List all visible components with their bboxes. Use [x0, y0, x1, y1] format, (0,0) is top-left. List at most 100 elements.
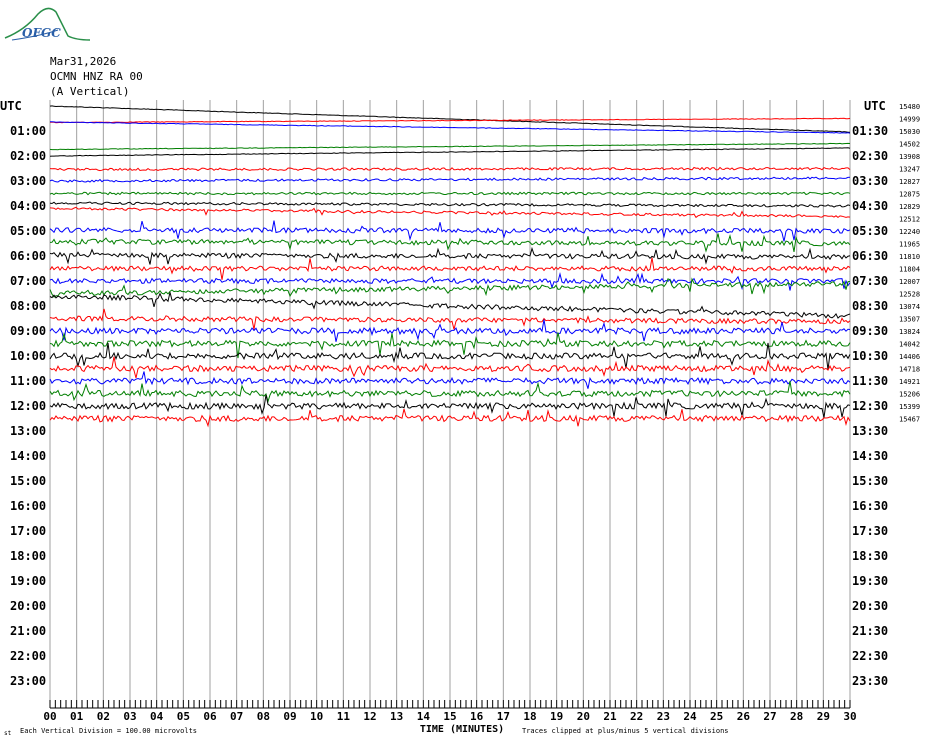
- left-hour-label: 01:00: [10, 124, 46, 138]
- x-tick-label: 01: [70, 710, 84, 723]
- trace-mean-value: 13074: [899, 303, 920, 311]
- right-axis-title: UTC: [864, 99, 886, 113]
- left-hour-label: 06:00: [10, 249, 46, 263]
- left-hour-label: 19:00: [10, 574, 46, 588]
- left-hour-label: 02:00: [10, 149, 46, 163]
- x-tick-label: 26: [737, 710, 751, 723]
- trace-mean-value: 14921: [899, 378, 920, 386]
- seismic-trace: [49, 117, 851, 124]
- trace-mean-value: 12240: [899, 228, 920, 236]
- left-hour-label: 20:00: [10, 599, 46, 613]
- trace-mean-value: 12829: [899, 203, 920, 211]
- left-hour-label: 08:00: [10, 299, 46, 313]
- x-tick-label: 13: [390, 710, 403, 723]
- trace-mean-value: 15467: [899, 416, 920, 424]
- x-tick-label: 07: [230, 710, 243, 723]
- right-hour-label: 02:30: [852, 149, 888, 163]
- seismic-trace: [49, 356, 851, 379]
- x-tick-label: 14: [417, 710, 431, 723]
- x-tick-label: 17: [497, 710, 510, 723]
- right-hour-label: 07:30: [852, 274, 888, 288]
- trace-mean-value: 11810: [899, 253, 920, 261]
- x-tick-label: 18: [523, 710, 536, 723]
- trace-mean-value: 15030: [899, 128, 920, 136]
- left-hour-label: 18:00: [10, 549, 46, 563]
- x-tick-label: 20: [577, 710, 590, 723]
- seismic-trace: [49, 292, 851, 319]
- right-hour-label: 10:30: [852, 349, 888, 363]
- seismic-trace: [49, 176, 851, 183]
- seismic-trace: [49, 319, 851, 342]
- trace-mean-value: 14042: [899, 341, 920, 349]
- trace-mean-value: 12007: [899, 278, 920, 286]
- left-hour-label: 15:00: [10, 474, 46, 488]
- left-hour-label: 17:00: [10, 524, 46, 538]
- right-hour-label: 06:30: [852, 249, 888, 263]
- trace-mean-value: 15399: [899, 403, 920, 411]
- seismic-trace: [49, 233, 851, 253]
- left-hour-label: UTC: [0, 99, 22, 113]
- right-hour-label: 08:30: [852, 299, 888, 313]
- axis-labels: 00 01 02 03 04 05 06 07 08 09 10 11 12 13 14 15 16 17 18 19…: [0, 99, 920, 737]
- x-axis-title: TIME (MINUTES): [420, 724, 504, 735]
- left-hour-label: 11:00: [10, 374, 46, 388]
- seismic-trace: [49, 408, 851, 428]
- x-tick-label: 15: [443, 710, 456, 723]
- time-grid: [49, 100, 851, 709]
- x-tick-label: 03: [123, 710, 136, 723]
- right-hour-label: 23:30: [852, 674, 888, 688]
- seismic-trace: [49, 277, 851, 298]
- x-tick-label: 29: [817, 710, 830, 723]
- left-hour-label: 22:00: [10, 649, 46, 663]
- x-tick-label: 25: [710, 710, 723, 723]
- seismic-trace: [49, 142, 851, 151]
- left-hour-label: 21:00: [10, 624, 46, 638]
- seismic-trace: [49, 206, 851, 219]
- component-label: (A Vertical): [50, 85, 130, 98]
- footer-clip-note: Traces clipped at plus/minus 5 vertical …: [522, 727, 729, 735]
- seismic-trace: [50, 121, 851, 134]
- x-tick-label: 23: [657, 710, 670, 723]
- trace-mean-value: 11804: [899, 266, 920, 274]
- trace-mean-value: 13247: [899, 166, 920, 174]
- x-tick-label: 09: [283, 710, 296, 723]
- left-hour-label: 04:00: [10, 199, 46, 213]
- right-hour-label: 12:30: [852, 399, 888, 413]
- seismic-trace: [49, 342, 851, 370]
- right-hour-label: 20:30: [852, 599, 888, 613]
- right-hour-label: 17:30: [852, 524, 888, 538]
- left-hour-label: 05:00: [10, 224, 46, 238]
- trace-mean-value: 15206: [899, 391, 920, 399]
- seismic-trace: [49, 394, 851, 418]
- right-hour-label: 22:30: [852, 649, 888, 663]
- left-hour-label: 07:00: [10, 274, 46, 288]
- right-hour-label: 13:30: [852, 424, 888, 438]
- trace-mean-value: 14999: [899, 116, 920, 124]
- right-hour-label: 21:30: [852, 624, 888, 638]
- x-tick-label: 22: [630, 710, 643, 723]
- x-tick-label: 00: [43, 710, 56, 723]
- x-tick-label: 04: [150, 710, 164, 723]
- right-hour-label: 16:30: [852, 499, 888, 513]
- x-tick-label: 30: [843, 710, 856, 723]
- seismic-trace: [49, 220, 851, 242]
- right-hour-label: 19:30: [852, 574, 888, 588]
- date-label: Mar31,2026: [50, 55, 117, 68]
- seismic-trace: [49, 166, 851, 172]
- trace-mean-value: 14406: [899, 353, 920, 361]
- seismic-trace: [49, 371, 851, 389]
- left-hour-label: 23:00: [10, 674, 46, 688]
- right-hour-label: 09:30: [852, 324, 888, 338]
- seismic-trace: [49, 191, 851, 196]
- trace-mean-value: 13824: [899, 328, 920, 336]
- left-hour-label: 03:00: [10, 174, 46, 188]
- right-hour-label: 18:30: [852, 549, 888, 563]
- x-tick-label: 11: [337, 710, 351, 723]
- trace-mean-value: 15480: [899, 103, 920, 111]
- logo-icon: [4, 7, 91, 41]
- left-hour-label: 13:00: [10, 424, 46, 438]
- trace-mean-value: 13507: [899, 316, 920, 324]
- x-tick-label: 16: [470, 710, 484, 723]
- left-hour-label: 12:00: [10, 399, 46, 413]
- trace-group: [49, 105, 851, 428]
